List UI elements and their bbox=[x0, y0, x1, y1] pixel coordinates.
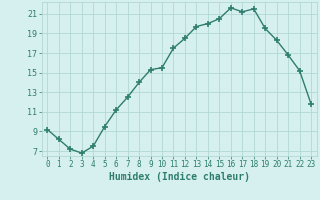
X-axis label: Humidex (Indice chaleur): Humidex (Indice chaleur) bbox=[109, 172, 250, 182]
